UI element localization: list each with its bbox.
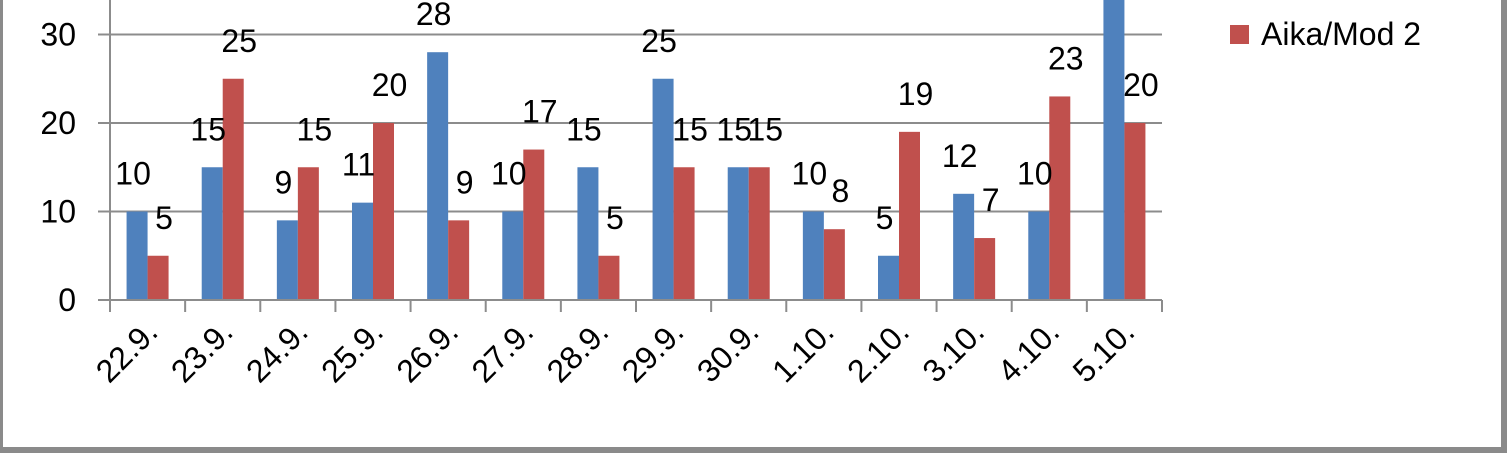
- x-tick-label: 27.9.: [464, 313, 540, 389]
- x-tick-label: 1.10.: [765, 313, 841, 389]
- data-label-series-1: 9: [274, 164, 292, 200]
- gridlines: [98, 33, 1162, 301]
- y-tick-label: 10: [40, 194, 76, 230]
- data-label-series-1: 15: [566, 111, 602, 147]
- y-tick-label: 0: [58, 282, 76, 318]
- data-label-series-1: 5: [876, 200, 894, 236]
- data-label-series-2: 15: [747, 111, 783, 147]
- bar-series-1: [427, 52, 449, 301]
- bar-series-2: [147, 255, 169, 300]
- bar-series-2: [598, 255, 620, 300]
- data-label-series-1: 11: [342, 147, 375, 183]
- legend-swatch-series-2: [1230, 25, 1249, 44]
- legend-label-series-2: Aika/Mod 2: [1261, 16, 1422, 52]
- bar-series-1: [1103, 0, 1125, 300]
- x-tick-label: 3.10.: [915, 313, 991, 389]
- data-label-series-1: 10: [792, 156, 828, 192]
- x-tick-label: 22.9.: [89, 313, 165, 389]
- bar-series-1: [878, 255, 899, 300]
- data-label-series-2: 20: [372, 67, 408, 103]
- bar-series-2: [673, 167, 695, 300]
- y-tick-label: 30: [40, 17, 76, 53]
- x-tick-label: 23.9.: [164, 313, 240, 389]
- data-label-series-1: 10: [1017, 156, 1053, 192]
- data-label-series-2: 5: [606, 200, 624, 236]
- x-tick-label: 5.10.: [1066, 313, 1142, 389]
- data-label-series-2: 8: [831, 173, 849, 209]
- x-tick-label: 25.9.: [314, 313, 390, 389]
- bar-series-1: [201, 167, 223, 300]
- bar-series-1: [652, 78, 674, 300]
- data-label-series-1: 12: [942, 138, 978, 174]
- data-label-series-2: 15: [297, 111, 333, 147]
- x-tick-label: 28.9.: [540, 313, 616, 389]
- bar-series-1: [502, 211, 524, 300]
- bar-series-1: [802, 211, 824, 300]
- bar-series-1: [727, 167, 749, 300]
- bar-series-2: [448, 220, 470, 300]
- data-label-series-2: 5: [155, 200, 173, 236]
- bar-series-1: [577, 167, 599, 300]
- legend: Aika/Mod 2: [1230, 16, 1421, 53]
- data-label-series-2: 20: [1123, 67, 1159, 103]
- data-label-series-2: 17: [522, 94, 558, 130]
- y-axis-tick-labels: 0 10 20 30: [40, 17, 76, 319]
- bar-series-2: [1124, 123, 1146, 300]
- bar-series-1: [126, 211, 148, 300]
- y-tick-label: 20: [40, 105, 76, 141]
- bar-series-2: [1049, 96, 1071, 300]
- bar-series-2: [297, 167, 319, 300]
- data-label-series-1: 15: [190, 111, 226, 147]
- bar-series-2: [373, 123, 394, 300]
- bar-series-2: [748, 167, 770, 300]
- data-label-series-2: 23: [1048, 40, 1084, 76]
- bar-series-2: [222, 78, 244, 300]
- data-label-series-2: 15: [672, 111, 708, 147]
- data-label-series-1: 25: [641, 23, 677, 59]
- bar-series-2: [974, 238, 996, 300]
- bar-series-1: [352, 202, 373, 300]
- bar-series-1: [953, 193, 975, 300]
- x-axis-tick-labels: 22.9. 23.9. 24.9. 25.9. 26.9. 27.9. 28.9. 29.9.…: [89, 313, 1142, 389]
- bar-series-2: [523, 149, 545, 300]
- x-tick-label: 30.9.: [690, 313, 766, 389]
- data-label-series-2: 25: [221, 23, 257, 59]
- x-tick-label: 26.9.: [389, 313, 465, 389]
- data-label-series-2: 7: [982, 182, 1000, 218]
- bar-series-1: [276, 220, 298, 300]
- bar-series-2: [899, 131, 920, 300]
- x-tick-label: 24.9.: [239, 313, 315, 389]
- axes: [109, 0, 1163, 312]
- data-label-series-1: 10: [115, 156, 151, 192]
- x-tick-label: 2.10.: [840, 313, 916, 389]
- bar-series-2: [823, 229, 845, 300]
- bars: [126, 0, 1146, 301]
- data-label-series-2: 9: [456, 164, 474, 200]
- data-label-series-1: 28: [416, 0, 452, 32]
- data-label-series-1: 10: [491, 156, 527, 192]
- bar-series-1: [1028, 211, 1050, 300]
- x-tick-label: 29.9.: [615, 313, 691, 389]
- x-tick-label: 4.10.: [990, 313, 1066, 389]
- data-label-series-2: 19: [898, 76, 934, 112]
- data-label-series-1: 15: [716, 111, 752, 147]
